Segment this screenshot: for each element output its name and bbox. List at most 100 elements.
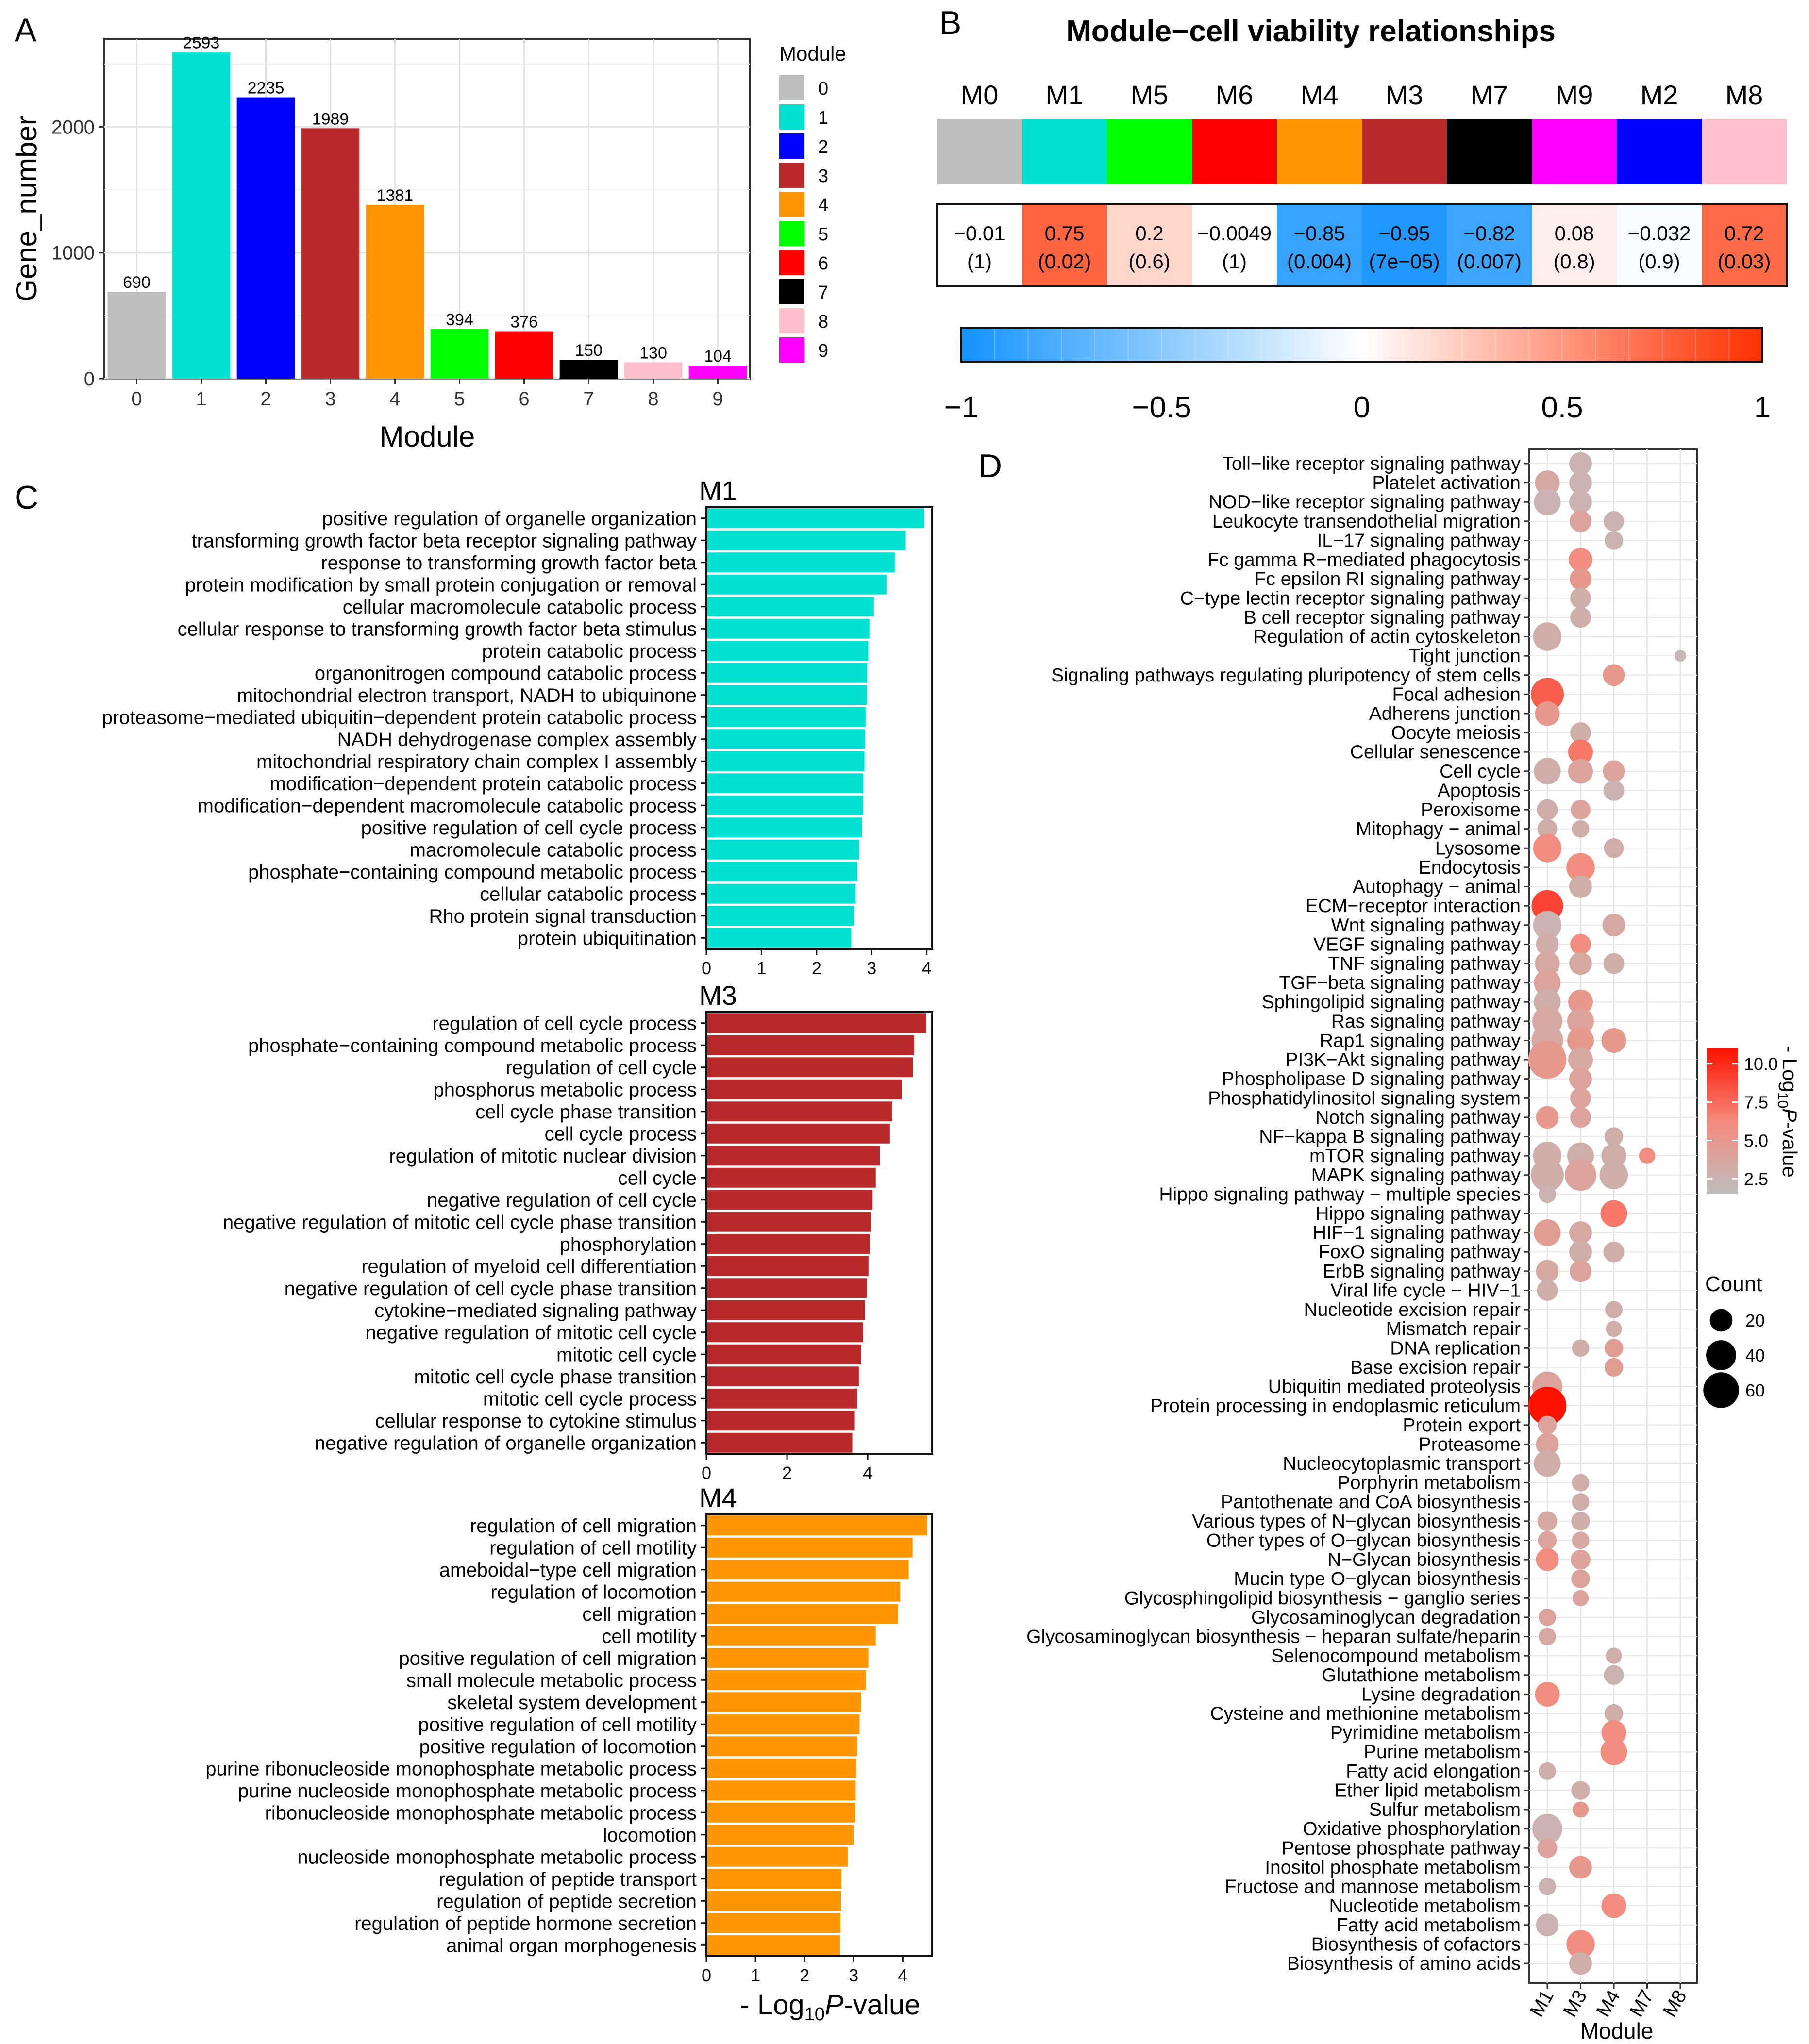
d-pathway-label: ECM−receptor interaction (1306, 896, 1521, 916)
c-term-label: mitotic cell cycle process (483, 1388, 697, 1410)
b-corr-cell-M9 (1532, 204, 1617, 286)
a-legend-label: 9 (818, 341, 828, 361)
d-pathway-label: Base excision repair (1350, 1357, 1521, 1378)
b-pvalue: (0.007) (1457, 250, 1522, 273)
d-pathway-label: Leukocyte transendothelial migration (1212, 511, 1521, 532)
b-corr-value: 0.75 (1045, 222, 1085, 245)
d-point (1571, 1512, 1590, 1531)
d-pathway-label: Inositol phosphate metabolism (1265, 1857, 1521, 1878)
d-point (1570, 933, 1591, 955)
c-xtick-label: 1 (751, 1965, 760, 1985)
a-legend-key (779, 337, 804, 363)
panel-b-colorbar (960, 327, 1763, 363)
d-pathway-label: Mitophagy − animal (1356, 819, 1521, 840)
d-pathway-label: Oxidative phosphorylation (1303, 1819, 1521, 1840)
d-point (1605, 1301, 1623, 1319)
b-corr-value: −0.85 (1293, 222, 1345, 245)
d-point (1599, 1161, 1628, 1190)
c-term-label: regulation of cell cycle process (432, 1013, 697, 1034)
d-point (1538, 1415, 1557, 1434)
d-point (1604, 1704, 1624, 1723)
c-xtick-label: 2 (800, 1965, 809, 1985)
a-xtick-label: 0 (131, 388, 142, 410)
b-module-label-M4: M4 (1301, 80, 1339, 110)
d-point (1601, 1143, 1626, 1168)
a-bar-7 (559, 360, 618, 379)
panel-d-labels: Toll−like receptor signaling pathwayPlat… (1026, 453, 1529, 1974)
d-point (1534, 488, 1561, 515)
d-pathway-label: Fatty acid elongation (1346, 1761, 1521, 1782)
b-corr-cell-M5 (1107, 204, 1192, 286)
d-pathway-label: Various types of N−glycan biosynthesis (1192, 1511, 1521, 1532)
d-pathway-label: Autophagy − animal (1353, 877, 1521, 897)
d-point (1604, 1127, 1624, 1146)
d-point (1537, 1838, 1558, 1858)
d-pathway-label: MAPK signaling pathway (1311, 1165, 1521, 1186)
a-legend-key (779, 163, 804, 188)
d-size-key-label: 60 (1745, 1380, 1765, 1400)
a-legend-label: 8 (818, 312, 828, 332)
d-point (1572, 820, 1590, 838)
c-bar (707, 1035, 914, 1055)
d-pathway-label: Ether lipid metabolism (1334, 1780, 1521, 1801)
a-xtick-label: 5 (454, 388, 465, 410)
c-bar (707, 1079, 902, 1099)
d-point (1572, 1590, 1589, 1606)
d-point (1604, 531, 1624, 550)
d-color-tick-label: 5.0 (1744, 1130, 1768, 1150)
a-bar-8 (624, 362, 683, 379)
d-point (1537, 799, 1558, 820)
c-bar (707, 663, 868, 683)
d-point (1567, 1008, 1594, 1035)
a-legend-key (779, 75, 804, 100)
c-term-label: negative regulation of cell cycle phase … (285, 1278, 697, 1299)
c-term-label: phosphorus metabolic process (433, 1079, 697, 1100)
a-ytick-label: 2000 (51, 116, 95, 138)
d-point (1606, 1647, 1622, 1664)
b-module-color-M6 (1192, 119, 1277, 184)
d-pathway-label: Biosynthesis of amino acids (1287, 1953, 1521, 1974)
a-legend-label: 0 (818, 79, 828, 99)
b-corr-cell-M7 (1447, 204, 1532, 286)
c-bar (707, 1604, 898, 1624)
c-bar (707, 707, 866, 727)
a-xtick-label: 7 (583, 388, 594, 410)
b-module-label-M3: M3 (1386, 80, 1424, 110)
c-bar (707, 1123, 890, 1144)
a-ytick-label: 0 (84, 368, 95, 390)
panel-b-title: Module−cell viability relationships (1066, 15, 1556, 48)
d-pathway-label: FoxO signaling pathway (1319, 1242, 1521, 1263)
d-point (1534, 969, 1561, 997)
d-point (1568, 1047, 1593, 1072)
c-bar (707, 1935, 840, 1955)
d-point (1601, 1028, 1626, 1053)
c-bar (707, 1366, 859, 1387)
a-bar-2 (236, 97, 295, 379)
d-point (1535, 1681, 1560, 1707)
d-point (1572, 1531, 1590, 1549)
b-pvalue: (0.6) (1128, 250, 1170, 273)
b-corr-value: −0.032 (1628, 222, 1691, 245)
d-pathway-label: Adherens junction (1369, 703, 1521, 724)
d-point (1539, 1185, 1556, 1203)
c-bar (707, 1013, 926, 1033)
a-legend-key (779, 133, 804, 159)
c-bar (707, 1256, 869, 1276)
panel-a-legend-title: Module (779, 42, 846, 65)
c-term-label: negative regulation of organelle organiz… (315, 1432, 697, 1454)
d-pathway-label: Protein processing in endoplasmic reticu… (1150, 1396, 1521, 1416)
b-module-color-M4 (1277, 119, 1362, 184)
b-colorbar-tick-label: −1 (944, 391, 979, 424)
d-point (1536, 1913, 1559, 1937)
d-point (1604, 838, 1624, 858)
c-term-label: protein ubiquitination (518, 928, 697, 949)
d-point (1528, 1040, 1567, 1079)
c-bar (707, 751, 865, 771)
d-pathway-label: C−type lectin receptor signaling pathway (1180, 588, 1521, 609)
c-term-label: positive regulation of cell cycle proces… (361, 817, 697, 839)
d-pathway-label: Porphyrin metabolism (1338, 1473, 1521, 1494)
d-point (1566, 1930, 1595, 1959)
a-ytick-label: 1000 (51, 243, 95, 264)
